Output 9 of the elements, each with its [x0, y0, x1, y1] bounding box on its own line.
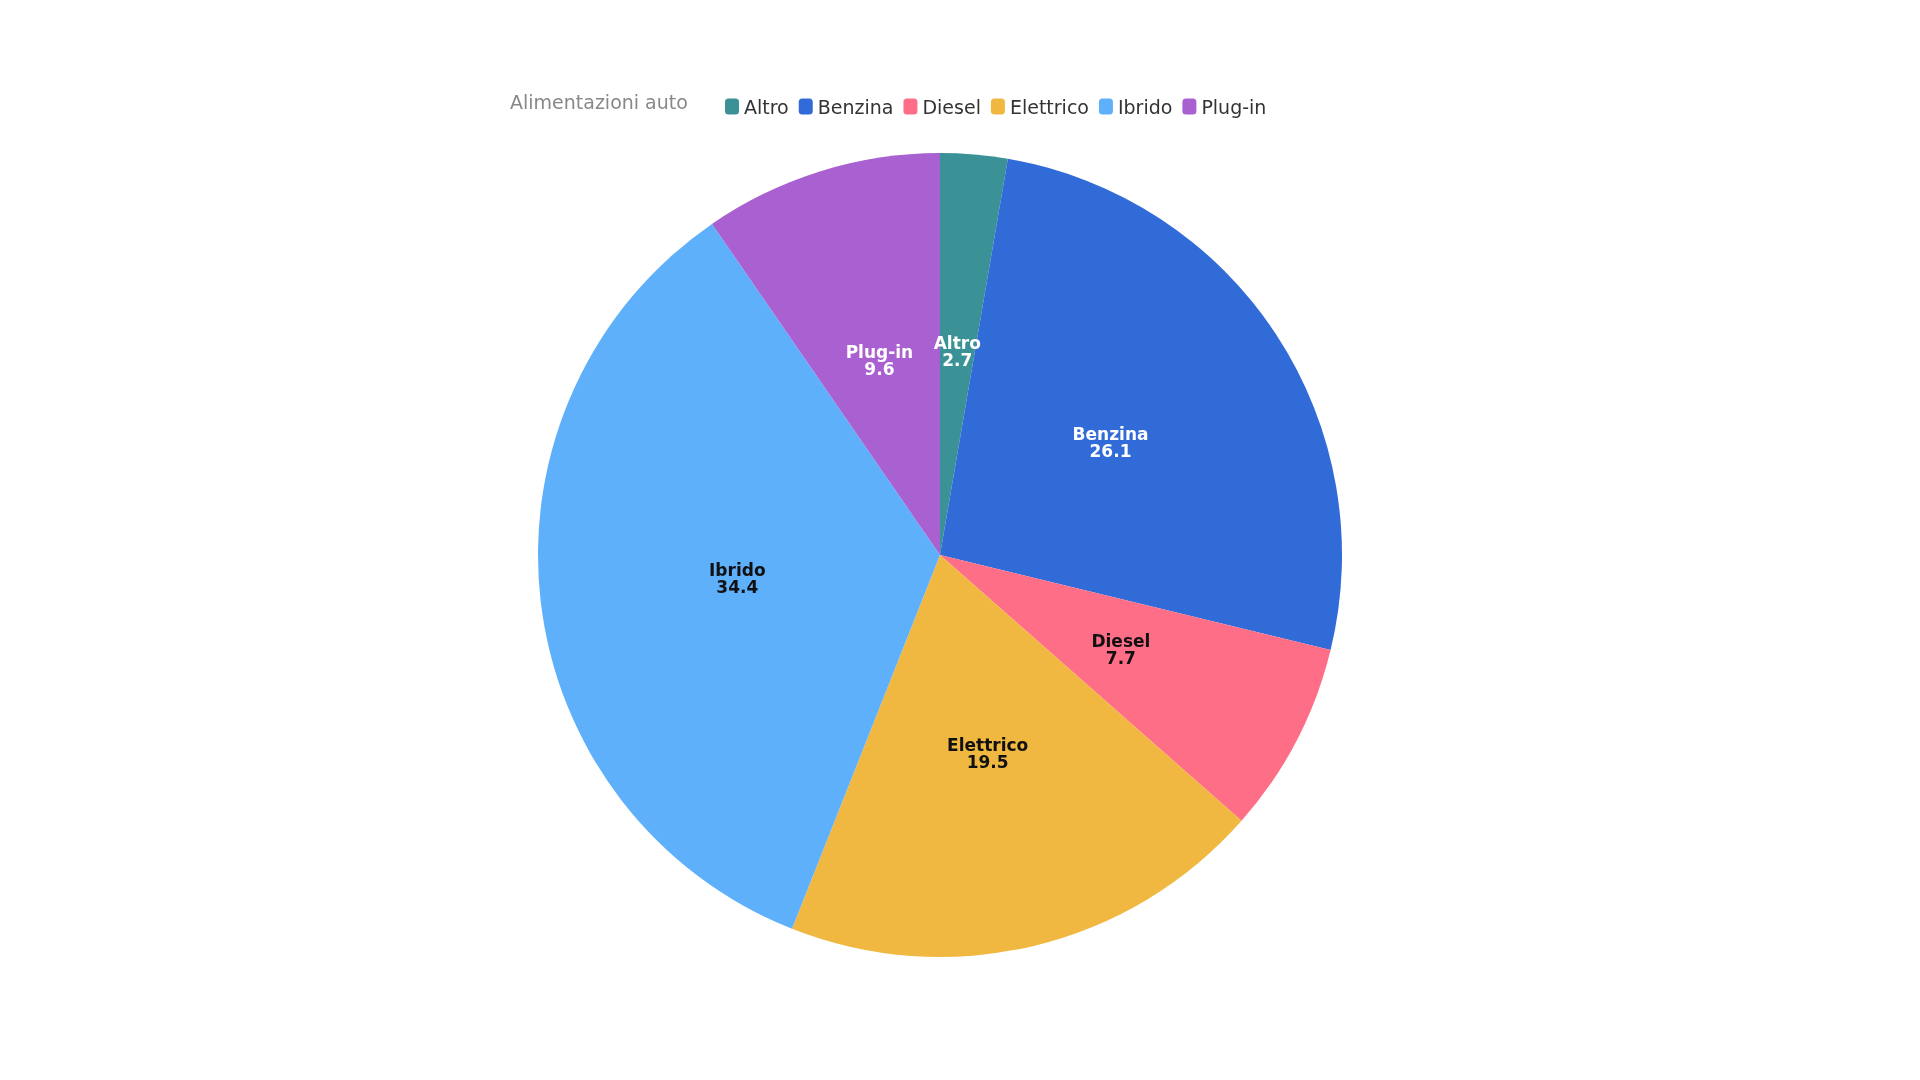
legend-title: Alimentazioni auto	[510, 90, 688, 113]
legend-label: Ibrido	[1117, 95, 1173, 118]
legend-label: Benzina	[817, 95, 894, 118]
legend-label: Plug-in	[1201, 95, 1267, 118]
legend-label: Elettrico	[1009, 95, 1089, 118]
data-label: 2.7	[942, 350, 973, 371]
legend-label: Altro	[744, 95, 789, 118]
slice-label: Plug-in	[845, 341, 914, 362]
legend-label: Diesel	[922, 95, 981, 118]
